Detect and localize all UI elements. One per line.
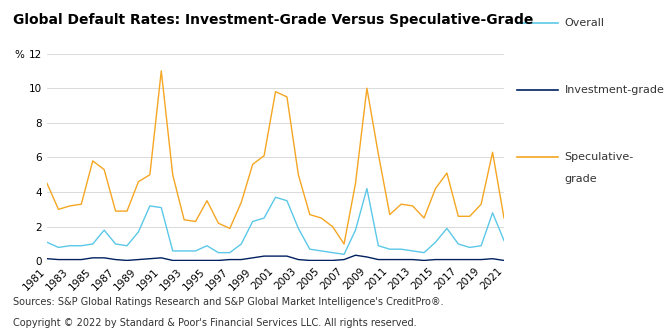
Text: grade: grade [564,174,597,184]
Text: Sources: S&P Global Ratings Research and S&P Global Market Intelligence's Credit: Sources: S&P Global Ratings Research and… [13,296,444,307]
Y-axis label: %: % [15,50,25,60]
Text: Speculative-: Speculative- [564,152,634,162]
Text: Overall: Overall [564,18,605,28]
Text: Copyright © 2022 by Standard & Poor's Financial Services LLC. All rights reserve: Copyright © 2022 by Standard & Poor's Fi… [13,318,417,328]
Text: Global Default Rates: Investment-Grade Versus Speculative-Grade: Global Default Rates: Investment-Grade V… [13,13,534,27]
Text: Investment-grade: Investment-grade [564,85,665,95]
